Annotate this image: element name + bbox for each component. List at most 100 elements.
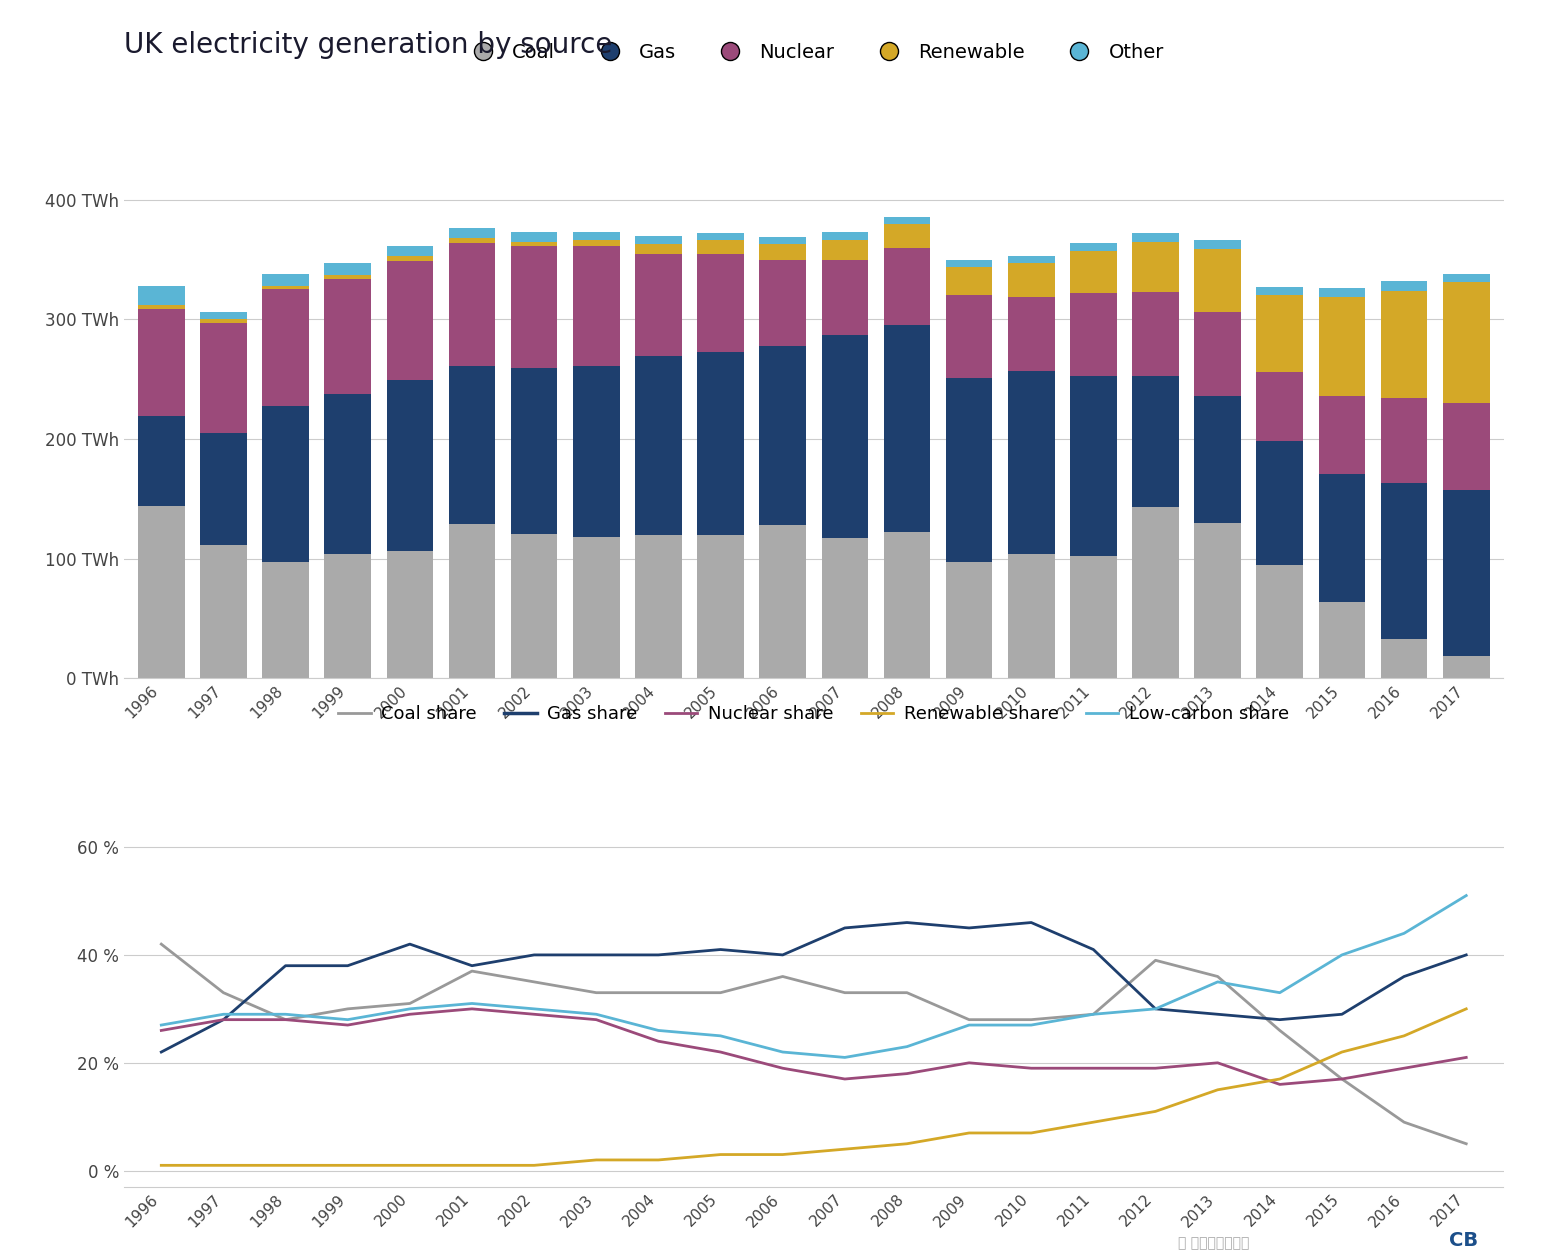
Nuclear share [1209, 1055, 1228, 1070]
Gas share [338, 958, 356, 973]
Renewable share [214, 1158, 232, 1173]
Renewable share [649, 1153, 668, 1168]
Low-carbon share [1457, 888, 1476, 903]
Renewable share [1457, 1001, 1476, 1016]
Bar [1195, 313, 1242, 396]
Bar [1257, 441, 1304, 565]
Renewable share [959, 1125, 978, 1140]
Bar [1381, 290, 1428, 398]
Low-carbon share [1271, 985, 1290, 1000]
Nuclear share [587, 1012, 606, 1027]
Bar [822, 240, 868, 260]
Renewable share [525, 1158, 544, 1173]
Coal share [1209, 968, 1228, 983]
Bar [1257, 565, 1304, 678]
Bar [448, 239, 496, 242]
Bar [636, 357, 682, 535]
Coal share [897, 985, 916, 1000]
Bar [324, 393, 370, 554]
Nuclear share [711, 1045, 730, 1060]
Low-carbon share [711, 1029, 730, 1044]
Low-carbon share [587, 1007, 606, 1022]
Renewable share [773, 1147, 792, 1162]
Bar [138, 506, 184, 678]
Text: 💡 国际能源小数据: 💡 国际能源小数据 [1178, 1236, 1249, 1250]
Nuclear share [152, 1022, 170, 1037]
Bar [946, 295, 992, 378]
Gas share [711, 942, 730, 957]
Bar [636, 236, 682, 244]
Bar [1195, 396, 1242, 522]
Gas share [897, 916, 916, 931]
Bar [1132, 507, 1180, 678]
Nuclear share [1333, 1071, 1352, 1086]
Bar [822, 260, 868, 335]
Bar [698, 234, 744, 240]
Bar [1319, 396, 1366, 474]
Bar [1443, 656, 1490, 678]
Bar [574, 232, 620, 240]
Bar [1008, 554, 1054, 678]
Renewable share [152, 1158, 170, 1173]
Bar [512, 232, 558, 241]
Low-carbon share [152, 1017, 170, 1032]
Nuclear share [1083, 1060, 1102, 1075]
Bar [883, 216, 930, 224]
Bar [760, 237, 806, 244]
Bar [1070, 293, 1116, 376]
Coal share [400, 996, 419, 1011]
Bar [200, 323, 246, 433]
Bar [1443, 403, 1490, 490]
Renewable share [1333, 1045, 1352, 1060]
Bar [698, 352, 744, 535]
Low-carbon share [897, 1039, 916, 1054]
Bar [1443, 283, 1490, 403]
Bar [1070, 556, 1116, 678]
Bar [138, 416, 184, 506]
Renewable share [1145, 1104, 1164, 1119]
Coal share [587, 985, 606, 1000]
Bar [262, 286, 308, 289]
Legend: Coal, Gas, Nuclear, Renewable, Other: Coal, Gas, Nuclear, Renewable, Other [456, 35, 1172, 69]
Bar [138, 309, 184, 416]
Bar [512, 368, 558, 534]
Nuclear share [276, 1012, 294, 1027]
Bar [138, 286, 184, 305]
Renewable share [338, 1158, 356, 1173]
Bar [386, 261, 432, 381]
Bar [574, 246, 620, 365]
Bar [386, 551, 432, 678]
Low-carbon share [463, 996, 482, 1011]
Bar [1070, 251, 1116, 293]
Renewable share [1083, 1114, 1102, 1129]
Low-carbon share [773, 1045, 792, 1060]
Low-carbon share [1021, 1017, 1040, 1032]
Bar [574, 240, 620, 246]
Gas share [649, 947, 668, 962]
Gas share [463, 958, 482, 973]
Gas share [1333, 1007, 1352, 1022]
Bar [698, 254, 744, 352]
Gas share [1021, 916, 1040, 931]
Bar [760, 345, 806, 525]
Nuclear share [835, 1071, 854, 1086]
Nuclear share [1395, 1060, 1414, 1075]
Coal share [773, 968, 792, 983]
Low-carbon share [276, 1007, 294, 1022]
Coal share [525, 975, 544, 990]
Low-carbon share [835, 1050, 854, 1065]
Renewable share [276, 1158, 294, 1173]
Bar [1257, 372, 1304, 441]
Bar [1008, 256, 1054, 264]
Bar [1381, 398, 1428, 484]
Gas share [1209, 1007, 1228, 1022]
Bar [1132, 241, 1180, 291]
Gas share [1271, 1012, 1290, 1027]
Gas share [400, 937, 419, 952]
Bar [946, 266, 992, 295]
Bar [512, 534, 558, 678]
Bar [262, 563, 308, 678]
Renewable share [400, 1158, 419, 1173]
Renewable share [1209, 1083, 1228, 1098]
Renewable share [711, 1147, 730, 1162]
